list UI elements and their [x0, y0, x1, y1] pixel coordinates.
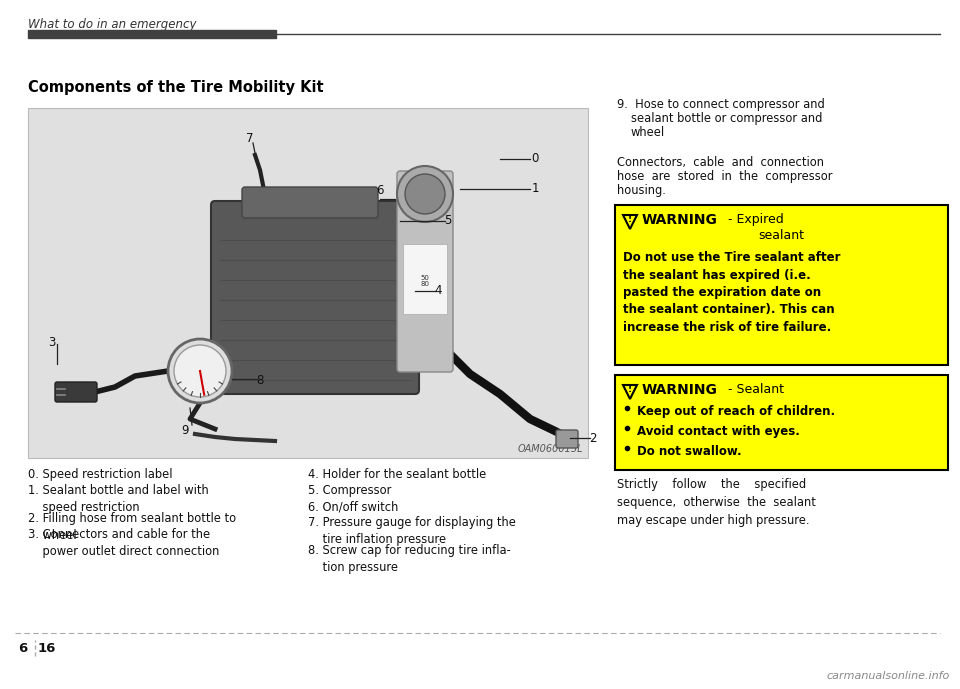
Text: WARNING: WARNING [642, 383, 718, 397]
Text: 2: 2 [589, 431, 597, 444]
Text: 9.  Hose to connect compressor and: 9. Hose to connect compressor and [617, 98, 825, 111]
Text: 50
80: 50 80 [420, 274, 429, 287]
Text: sealant: sealant [758, 229, 804, 242]
Text: sealant bottle or compressor and: sealant bottle or compressor and [631, 112, 823, 125]
Text: 1. Sealant bottle and label with
    speed restriction: 1. Sealant bottle and label with speed r… [28, 484, 208, 514]
Polygon shape [623, 215, 637, 229]
Text: carmanualsonline.info: carmanualsonline.info [827, 671, 950, 681]
Text: 5. Compressor: 5. Compressor [308, 484, 392, 497]
Text: 6. On/off switch: 6. On/off switch [308, 500, 398, 513]
Text: 6: 6 [18, 641, 27, 655]
Text: Components of the Tire Mobility Kit: Components of the Tire Mobility Kit [28, 80, 324, 95]
Bar [615, 375, 948, 470]
Bar [28, 30, 276, 38]
Text: 4. Holder for the sealant bottle: 4. Holder for the sealant bottle [308, 468, 487, 481]
Text: What to do in an emergency: What to do in an emergency [28, 18, 197, 31]
Text: Connectors,  cable  and  connection: Connectors, cable and connection [617, 156, 824, 169]
Text: Keep out of reach of children.: Keep out of reach of children. [637, 405, 835, 418]
Text: 1: 1 [531, 183, 539, 196]
Text: 16: 16 [38, 641, 57, 655]
Circle shape [405, 174, 445, 214]
Text: 8: 8 [256, 375, 264, 387]
Bar [28, 108, 588, 458]
Text: 4: 4 [434, 285, 442, 298]
Text: 7. Pressure gauge for displaying the
    tire inflation pressure: 7. Pressure gauge for displaying the tir… [308, 516, 516, 546]
Text: - Expired: - Expired [724, 213, 783, 226]
Text: !: ! [628, 214, 632, 223]
Text: 0: 0 [531, 152, 539, 165]
Text: Do not use the Tire sealant after
the sealant has expired (i.e.
pasted the expir: Do not use the Tire sealant after the se… [623, 251, 841, 334]
Text: 5: 5 [444, 214, 452, 227]
Text: wheel: wheel [631, 126, 665, 139]
Text: 8. Screw cap for reducing tire infla-
    tion pressure: 8. Screw cap for reducing tire infla- ti… [308, 544, 511, 574]
Text: Avoid contact with eyes.: Avoid contact with eyes. [637, 425, 800, 438]
Text: WARNING: WARNING [642, 213, 718, 227]
FancyBboxPatch shape [242, 187, 378, 218]
Polygon shape [623, 385, 637, 399]
Text: Do not swallow.: Do not swallow. [637, 445, 742, 458]
Text: 2. Filling hose from sealant bottle to
    wheel: 2. Filling hose from sealant bottle to w… [28, 512, 236, 542]
FancyBboxPatch shape [556, 430, 578, 448]
Text: !: ! [628, 384, 632, 393]
Text: 6: 6 [376, 185, 384, 198]
Circle shape [397, 166, 453, 222]
Bar [403, 244, 447, 314]
Text: 3: 3 [48, 336, 56, 349]
Text: 0. Speed restriction label: 0. Speed restriction label [28, 468, 173, 481]
Text: - Sealant: - Sealant [724, 383, 784, 396]
Bar [615, 205, 948, 365]
Circle shape [174, 345, 226, 397]
FancyBboxPatch shape [55, 382, 97, 402]
Text: hose  are  stored  in  the  compressor: hose are stored in the compressor [617, 170, 832, 183]
Circle shape [168, 339, 232, 403]
Text: 7: 7 [247, 132, 253, 145]
Text: 3. Connectors and cable for the
    power outlet direct connection: 3. Connectors and cable for the power ou… [28, 528, 220, 558]
Text: OAM060015L: OAM060015L [517, 444, 583, 454]
FancyBboxPatch shape [211, 201, 419, 394]
Text: housing.: housing. [617, 184, 666, 197]
Text: 9: 9 [181, 424, 189, 437]
Text: Strictly    follow    the    specified
sequence,  otherwise  the  sealant
may es: Strictly follow the specified sequence, … [617, 478, 816, 527]
FancyBboxPatch shape [397, 171, 453, 372]
